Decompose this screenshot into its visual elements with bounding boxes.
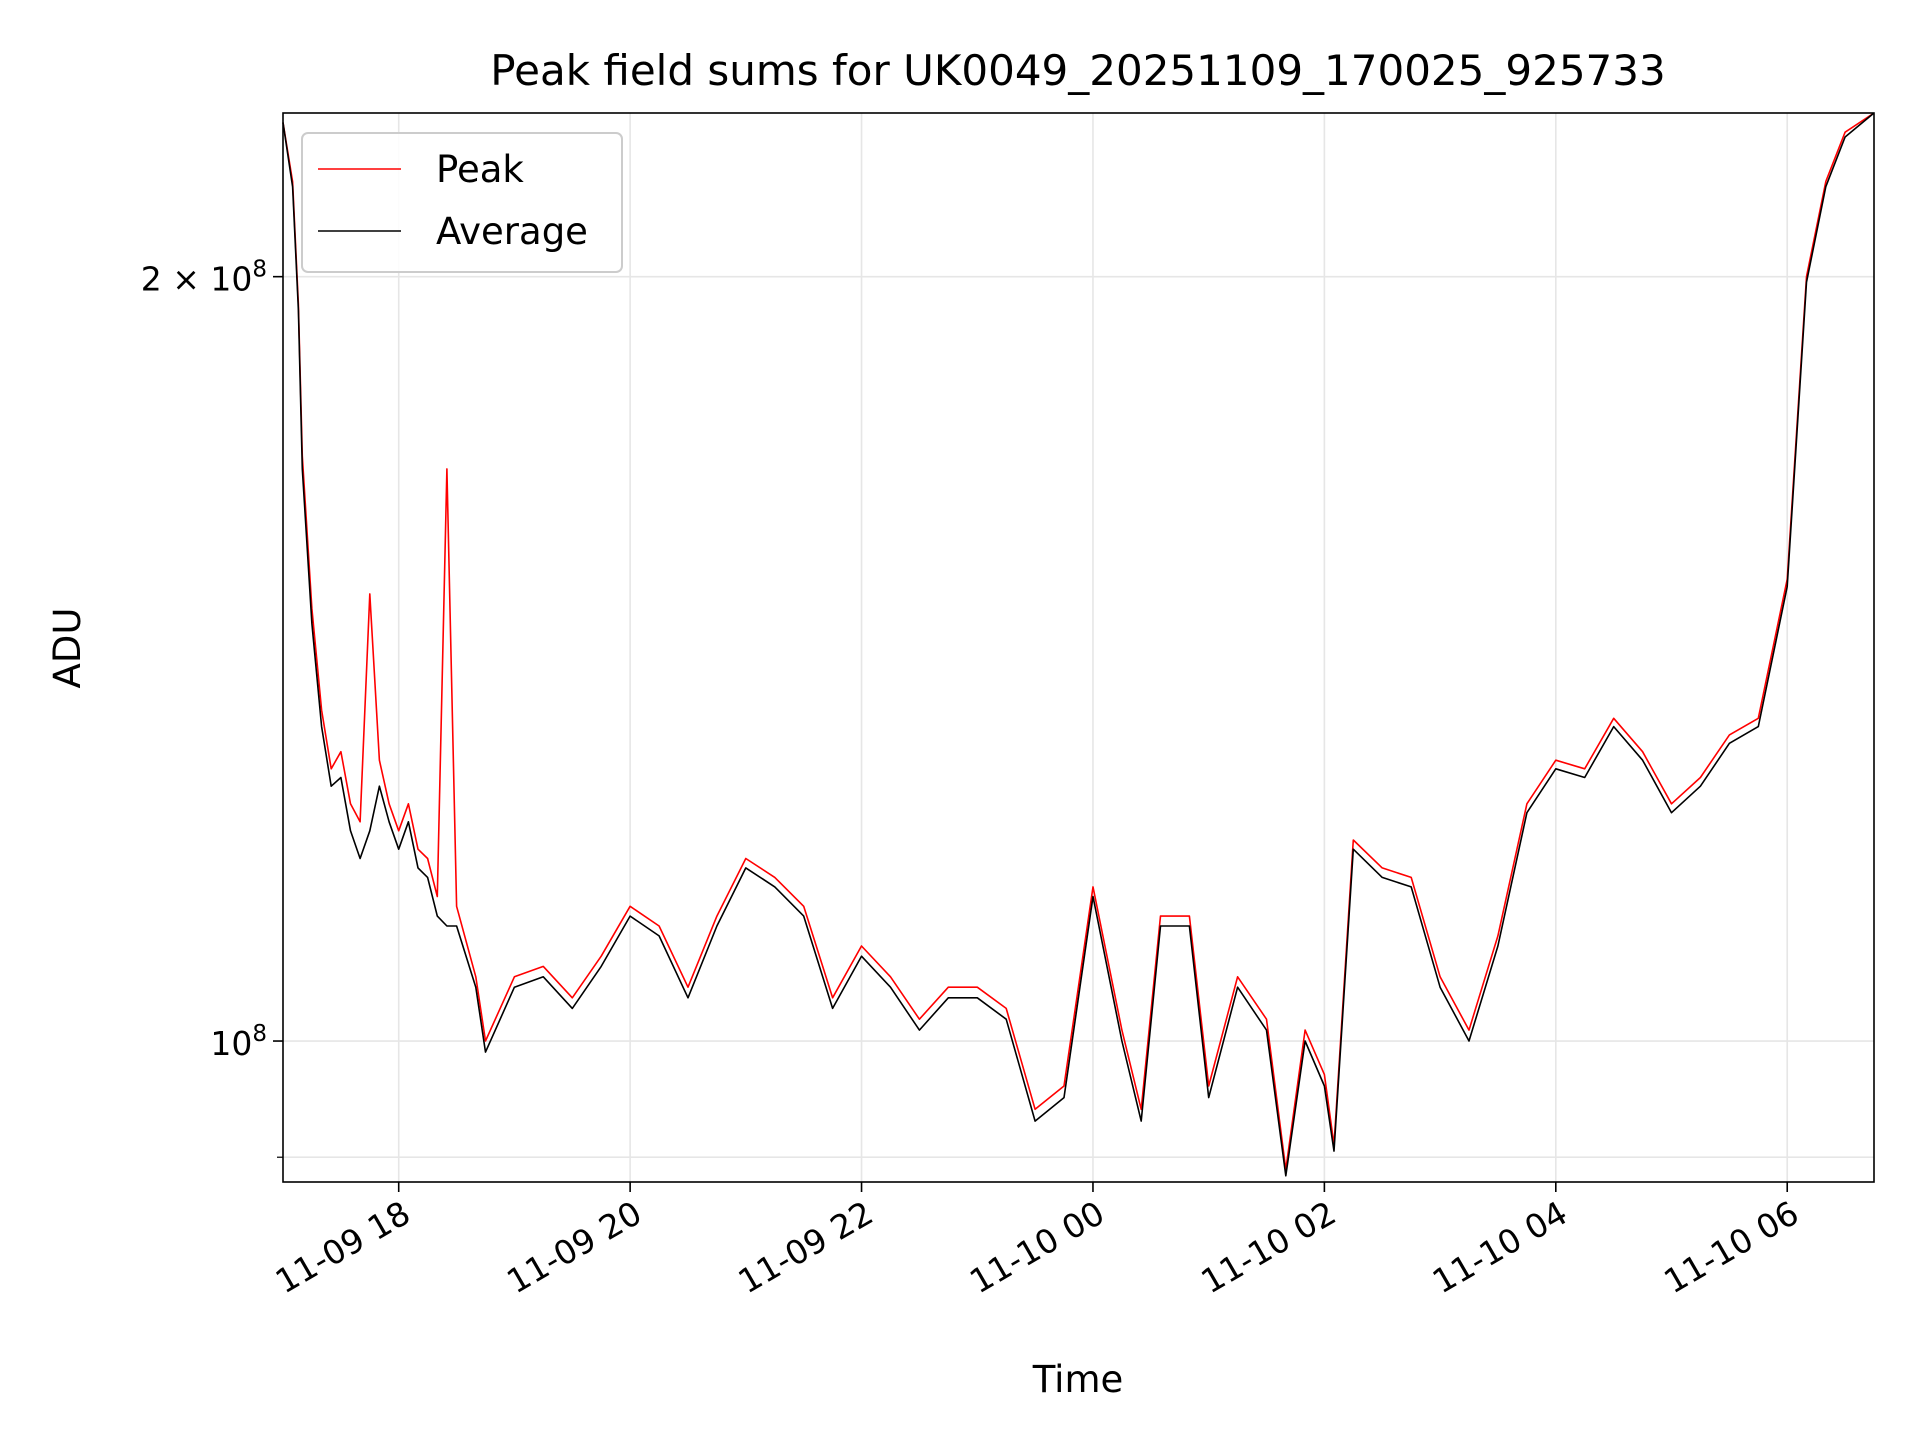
series-line-peak — [282, 112, 1875, 1171]
y-tick-label: 2 × 108 — [141, 257, 267, 299]
y-tick-exponent: 8 — [252, 1021, 267, 1047]
y-tick-label: 108 — [210, 1021, 267, 1063]
y-tick-base: 10 — [210, 1024, 252, 1063]
y-tick-exponent: 8 — [252, 257, 267, 283]
x-axis-label: Time — [1032, 1358, 1124, 1401]
y-tick-base: 2 × 10 — [141, 260, 253, 299]
y-axis-label: ADU — [46, 608, 89, 689]
grid-lines — [283, 113, 1874, 1182]
legend-box — [301, 132, 623, 273]
chart-title: Peak field sums for UK0049_20251109_1700… — [490, 46, 1665, 95]
legend: Peak Average — [301, 132, 623, 273]
series-line-average — [282, 112, 1875, 1177]
legend-label-average: Average — [436, 210, 588, 253]
legend-label-peak: Peak — [436, 148, 524, 191]
series-lines — [282, 112, 1875, 1177]
plot-frame — [282, 112, 1875, 1183]
